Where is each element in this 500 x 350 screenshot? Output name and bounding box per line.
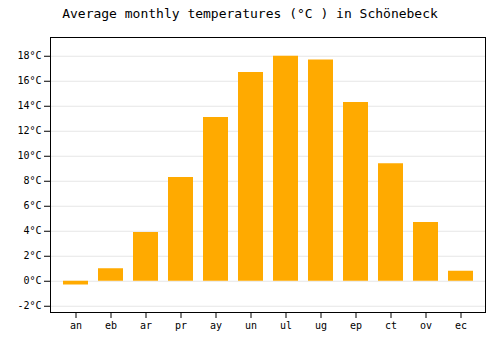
svg-text:ar: ar (140, 320, 152, 331)
svg-text:ay: ay (210, 320, 222, 331)
svg-text:ec: ec (455, 320, 467, 331)
svg-text:ug: ug (315, 320, 327, 331)
svg-text:2°C: 2°C (23, 250, 41, 261)
svg-text:ul: ul (280, 320, 292, 331)
svg-text:6°C: 6°C (23, 200, 41, 211)
svg-text:12°C: 12°C (17, 125, 41, 136)
svg-text:-2°C: -2°C (17, 300, 41, 311)
svg-text:14°C: 14°C (17, 100, 41, 111)
svg-text:4°C: 4°C (23, 225, 41, 236)
svg-text:un: un (245, 320, 257, 331)
svg-text:10°C: 10°C (17, 150, 41, 161)
svg-text:an: an (70, 320, 82, 331)
svg-text:8°C: 8°C (23, 175, 41, 186)
html-text:Average monthly temperatures (: Average monthly temperatures (°C ) in Sc… (62, 6, 438, 21)
svg-text:ep: ep (350, 320, 362, 331)
svg-text:0°C: 0°C (23, 275, 41, 286)
svg-text:ct: ct (385, 320, 397, 331)
svg-text:18°C: 18°C (17, 50, 41, 61)
svg-text:eb: eb (105, 320, 117, 331)
svg-text:16°C: 16°C (17, 75, 41, 86)
svg-text:pr: pr (175, 320, 187, 331)
svg-text:ov: ov (420, 320, 432, 331)
